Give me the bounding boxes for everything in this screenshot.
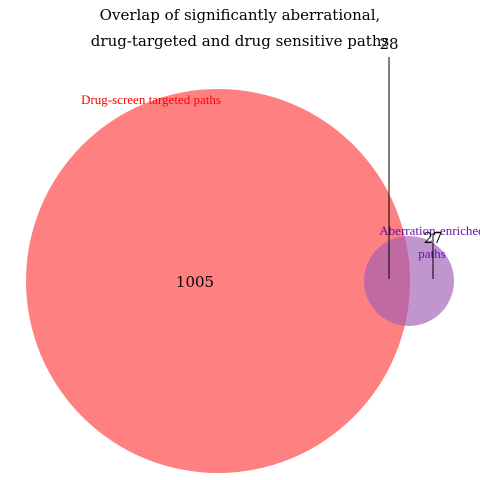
drug-screen-circle — [26, 89, 410, 473]
count-overlap: 28 — [379, 35, 398, 53]
count-aberration-only: 27 — [423, 229, 442, 247]
aberration-label-line-1: Aberration-enriched — [379, 223, 480, 238]
drug-screen-label: Drug-screen targeted paths — [81, 92, 221, 107]
title-line-1: Overlap of significantly aberrational, — [100, 6, 381, 24]
aberration-label-line-2: paths — [418, 246, 445, 261]
count-drug-screen-only: 1005 — [176, 273, 214, 291]
title-line-2: drug-targeted and drug sensitive paths — [91, 32, 389, 50]
aberration-circle — [364, 236, 454, 326]
